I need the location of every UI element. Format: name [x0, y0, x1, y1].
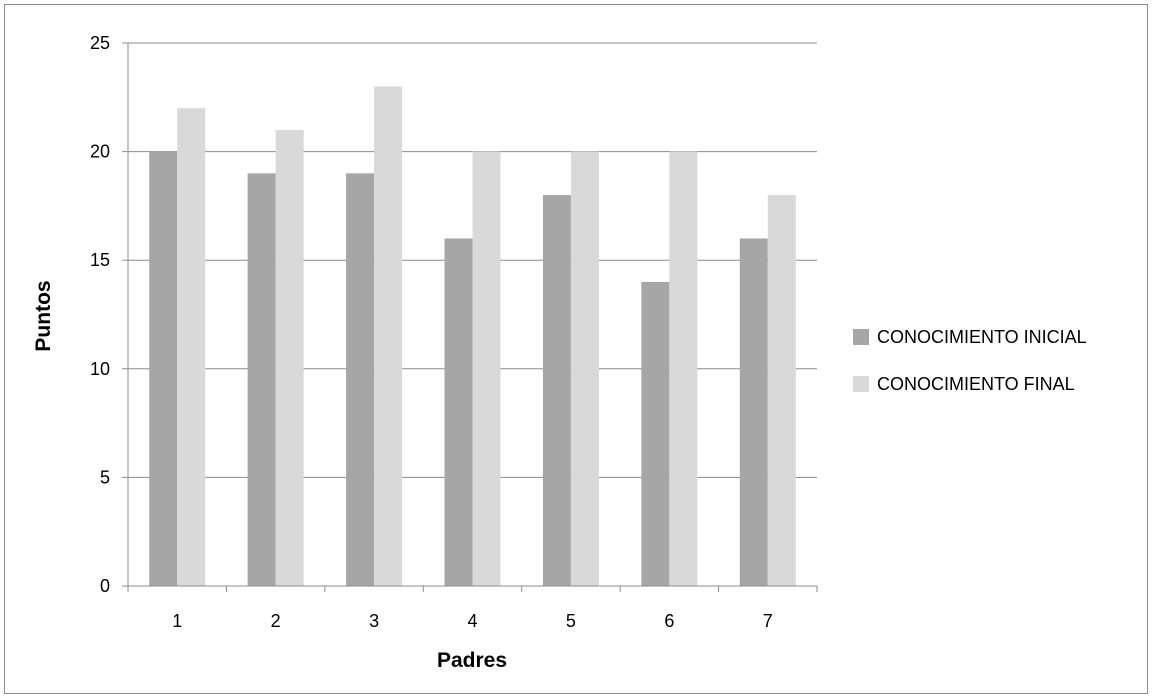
y-tick-label: 15 [90, 250, 110, 270]
bar-final-4 [472, 151, 501, 586]
legend: CONOCIMIENTO INICIAL CONOCIMIENTO FINAL [853, 327, 1087, 394]
bar-final-3 [374, 86, 403, 586]
x-tick-label: 2 [271, 611, 281, 631]
x-tick-labels: 1 2 3 4 5 6 7 [127, 586, 818, 631]
y-tick-label: 25 [90, 33, 110, 53]
x-tick-label: 3 [369, 611, 379, 631]
bar-inicial-6 [641, 281, 670, 586]
bar-final-1 [177, 108, 206, 586]
bars [149, 86, 796, 587]
legend-swatch [853, 376, 869, 392]
bar-inicial-4 [444, 238, 473, 587]
x-tick-label: 1 [172, 611, 182, 631]
x-tick-label: 4 [467, 611, 477, 631]
bar-final-6 [669, 151, 698, 586]
bar-final-5 [570, 151, 599, 586]
bar-final-2 [275, 129, 304, 586]
x-tick-label: 5 [566, 611, 576, 631]
legend-label: CONOCIMIENTO FINAL [877, 374, 1075, 394]
y-tick-labels: 0 5 10 15 20 25 [90, 33, 110, 596]
bar-inicial-2 [247, 173, 276, 586]
y-tick-label: 10 [90, 359, 110, 379]
bar-inicial-5 [542, 195, 571, 587]
x-tick-label: 6 [664, 611, 674, 631]
legend-swatch [853, 329, 869, 345]
x-tick-label: 7 [763, 611, 773, 631]
axes [122, 43, 817, 587]
legend-label: CONOCIMIENTO INICIAL [877, 327, 1087, 347]
x-axis-title: Padres [437, 649, 507, 672]
y-tick-label: 0 [100, 576, 110, 596]
y-axis-title: Puntos [32, 280, 55, 351]
bar-inicial-7 [739, 238, 768, 587]
bar-final-7 [767, 195, 796, 587]
y-tick-label: 20 [90, 142, 110, 162]
bar-inicial-1 [149, 151, 178, 586]
y-tick-label: 5 [100, 467, 110, 487]
bar-inicial-3 [346, 173, 375, 586]
